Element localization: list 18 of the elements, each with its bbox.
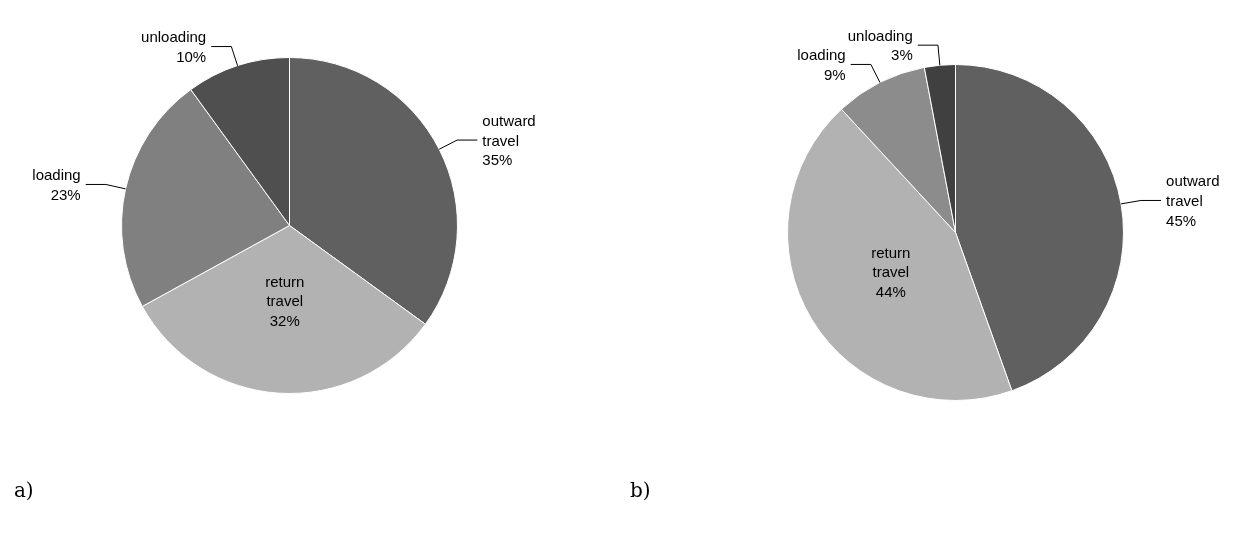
data-label: 44%	[875, 282, 906, 300]
text: a)	[13, 478, 34, 503]
data-label: 35%	[482, 151, 513, 169]
slice-label: return travel	[265, 272, 305, 310]
text: b)	[629, 478, 651, 503]
slice-label: loading	[797, 46, 846, 64]
slice-label: unloading	[847, 26, 913, 44]
slice-label: unloading	[141, 28, 207, 46]
data-label: 10%	[176, 47, 207, 65]
data-label: 45%	[1166, 211, 1197, 229]
data-label: 3%	[891, 46, 913, 64]
data-label: 32%	[269, 312, 300, 329]
slice-label: return travel	[871, 243, 911, 281]
slice-label: outward travel	[482, 112, 536, 149]
data-label: 23%	[50, 185, 81, 203]
slice-label: loading	[32, 166, 81, 184]
slice-label: outward travel	[1166, 172, 1220, 209]
data-label: 9%	[823, 65, 846, 83]
